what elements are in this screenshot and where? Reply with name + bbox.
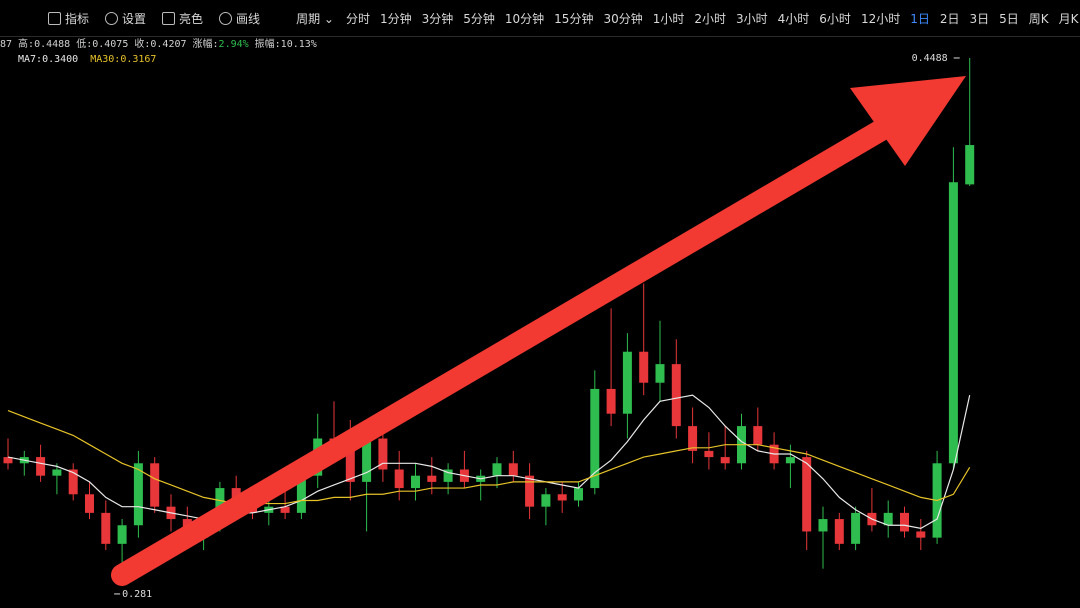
period-option[interactable]: 1日 — [910, 11, 930, 26]
tool-icon[interactable] — [48, 11, 61, 25]
tool-label[interactable]: 指标 — [65, 11, 90, 26]
candle-body — [834, 519, 844, 544]
candle-body — [345, 450, 355, 482]
candle-body — [36, 457, 46, 476]
tool-button[interactable]: 亮色 — [162, 10, 203, 27]
period-option[interactable]: 1小时 — [652, 11, 685, 26]
candle-body — [965, 145, 975, 185]
period-option[interactable]: 1分钟 — [379, 11, 412, 26]
info-panel: 87 高:0.4488 低:0.4075 收:0.4207 涨幅:2.94% 振幅:10.… — [0, 37, 323, 67]
candle-body — [639, 351, 649, 383]
info-item: 振幅:10.13% — [254, 39, 317, 50]
period-option[interactable]: 3日 — [969, 11, 990, 26]
info-item: 涨幅: — [192, 39, 219, 50]
indicator-label: MA7:0.3400 — [18, 54, 79, 65]
tool-label[interactable]: 亮色 — [179, 11, 204, 26]
candle-body — [85, 494, 94, 513]
candle-body — [362, 438, 372, 482]
period-label[interactable]: 周期 — [296, 11, 321, 26]
candle-body — [443, 469, 453, 482]
tool-button[interactable]: 指标 — [48, 10, 89, 27]
candle-body — [671, 364, 681, 427]
candle-body — [394, 469, 404, 489]
candle-body — [378, 438, 388, 470]
candle-body — [851, 512, 861, 544]
candle-body — [590, 388, 600, 489]
annotation-label: 0.281 — [122, 589, 152, 600]
ma-line — [7, 410, 971, 505]
period-menu[interactable]: 周期 ⌄ — [296, 11, 334, 26]
candle-body — [427, 475, 437, 482]
period-option[interactable]: 30分钟 — [603, 11, 643, 26]
tool-label[interactable]: 设置 — [122, 11, 147, 26]
candle-body — [655, 364, 665, 383]
candle-body — [704, 450, 714, 458]
period-option[interactable]: 2小时 — [694, 11, 727, 26]
period-option[interactable]: 6小时 — [819, 11, 851, 26]
period-option[interactable]: 月K — [1058, 11, 1079, 26]
tool-icon[interactable] — [219, 11, 233, 25]
ma-line — [7, 394, 971, 529]
period-option[interactable]: 分时 — [345, 11, 370, 26]
candle-body — [802, 457, 812, 532]
candle-body — [948, 182, 958, 464]
indicator-label: MA30:0.3167 — [90, 54, 157, 65]
tool-icon[interactable] — [162, 11, 176, 25]
candle-body — [557, 494, 567, 501]
candle-body — [296, 475, 306, 513]
tool-button[interactable]: 设置 — [105, 10, 146, 27]
period-option[interactable]: 周K — [1028, 11, 1049, 26]
candle-body — [720, 457, 730, 464]
candle-body — [150, 463, 160, 507]
candle-body — [818, 519, 828, 532]
tool-button[interactable]: 画线 — [219, 10, 260, 27]
period-option[interactable]: 3小时 — [736, 11, 768, 26]
annotation-label: 0.4488 — [912, 53, 948, 64]
candle-body — [492, 463, 502, 476]
period-option[interactable]: 5分钟 — [463, 11, 495, 26]
candle-body — [606, 388, 616, 414]
info-item: 收:0.4207 — [134, 39, 187, 50]
tool-label[interactable]: 画线 — [236, 11, 261, 26]
candle-body — [622, 351, 632, 414]
candle-body — [508, 463, 518, 476]
candle-body — [280, 506, 290, 513]
candle-body — [525, 475, 535, 507]
candle-body — [753, 426, 763, 445]
highlight-arrow-shaft — [111, 111, 906, 586]
candle-body — [3, 457, 13, 464]
period-option[interactable]: 5日 — [999, 11, 1019, 26]
candle-body — [688, 426, 698, 451]
toolbar: 指标 设置 亮色 画线 周期 ⌄ 分时 1分钟 3分钟 5分钟 10分钟 15分钟 30分钟 1小时… — [0, 0, 1080, 37]
info-item: 高:0.4488 — [18, 39, 71, 50]
candle-body — [541, 494, 551, 507]
info-item: 2.94% — [218, 39, 249, 50]
period-option[interactable]: 3分钟 — [421, 11, 454, 26]
period-option[interactable]: 10分钟 — [504, 11, 545, 26]
period-option[interactable]: 2日 — [939, 11, 960, 26]
highlight-arrow-head — [850, 76, 966, 166]
candle-body — [231, 488, 241, 501]
info-item: 低:0.4075 — [76, 39, 129, 50]
candle-body — [411, 475, 420, 489]
candle-body — [883, 512, 893, 526]
candle-body — [916, 531, 926, 538]
candle-body — [117, 525, 127, 544]
period-option[interactable]: 15分钟 — [554, 11, 594, 26]
info-item: 87 — [0, 39, 13, 50]
candle-body — [900, 512, 909, 532]
candle-body — [133, 463, 143, 526]
period-option[interactable]: 12小时 — [860, 11, 901, 26]
candle-body — [68, 469, 78, 495]
candle-body — [52, 469, 62, 476]
period-option[interactable]: 4小时 — [777, 11, 810, 26]
candle-body — [785, 457, 795, 464]
candle-body — [101, 512, 111, 544]
tool-icon[interactable] — [105, 11, 119, 25]
candle-body — [574, 488, 583, 501]
